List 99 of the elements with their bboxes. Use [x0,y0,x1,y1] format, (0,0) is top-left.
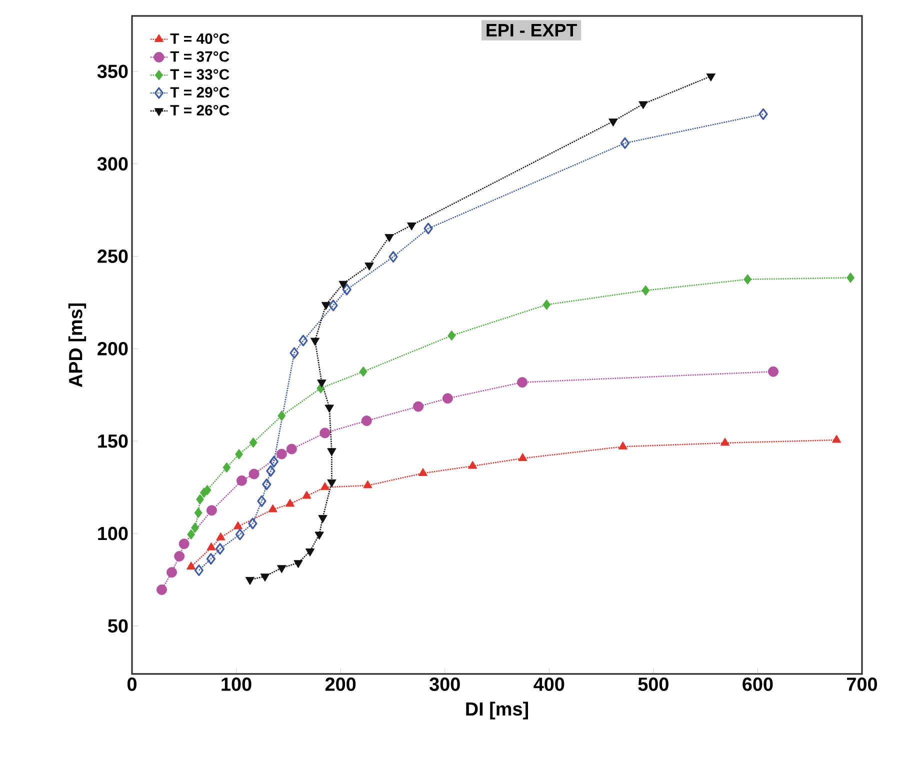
point [424,222,433,234]
point [269,456,278,468]
x-tick-label: 500 [638,678,668,691]
point [413,401,424,412]
legend-label: T = 33°C [170,69,230,80]
x-tick-label: 600 [742,678,773,691]
point [328,300,338,312]
point [203,484,212,496]
point [327,479,336,488]
x-tick-label: 400 [534,678,564,691]
point [187,529,196,540]
point [642,285,650,296]
point [235,448,244,460]
point [286,444,297,454]
legend-label: T = 29°C [170,87,230,98]
point [342,284,352,296]
point [276,448,287,460]
x-tick-label: 100 [222,678,252,691]
point [442,393,453,404]
point [768,366,779,377]
point [364,262,374,271]
point [620,137,630,149]
point [194,508,202,518]
point [468,460,478,469]
point [266,465,276,477]
point [608,118,618,127]
point [166,567,177,578]
point [516,377,528,388]
point [268,504,278,512]
point [206,542,216,550]
legend-label: T = 40°C [170,33,230,44]
x-axis-title: DI [ms] [466,702,528,720]
y-tick-label: 250 [98,250,128,263]
point [317,380,326,388]
point [418,468,428,476]
point [215,543,225,555]
point [542,299,551,310]
y-tick-label: 50 [108,619,128,633]
point [518,453,528,462]
point [190,522,199,534]
point [338,280,348,289]
point [720,438,730,446]
x-tick-label: 200 [325,678,356,691]
point [178,538,190,550]
point [156,584,167,595]
point [706,73,716,82]
point [236,475,247,486]
point [248,468,260,480]
y-tick-label: 150 [98,434,128,448]
y-tick-label: 300 [97,157,128,171]
point [262,478,272,490]
point [407,222,416,230]
x-tick-label: 300 [430,678,460,691]
point [384,234,394,242]
point [388,251,398,263]
point [257,495,266,507]
y-tick-label: 200 [98,342,128,356]
point [222,462,231,473]
point [206,505,217,516]
point [285,498,295,507]
point [196,494,204,505]
x-tick-label: 0 [127,678,136,691]
point [310,338,320,346]
legend-label: T = 37°C [170,51,230,62]
y-tick-label: 350 [97,64,128,78]
point [320,428,330,438]
point [359,366,368,377]
point [298,334,308,346]
point [638,101,648,110]
point [361,416,372,426]
point [194,564,204,576]
legend-label: T = 26°C [170,104,230,116]
x-tick-label: 700 [847,678,878,691]
point [846,272,855,283]
point [324,404,334,413]
point [744,274,752,285]
point [216,532,226,540]
point [363,480,372,488]
point [278,410,286,422]
point [832,434,842,443]
point [320,482,330,490]
point [302,490,312,499]
point [186,562,196,570]
point [233,521,243,530]
point [235,528,244,540]
chart-title: EPI - EXPT [486,24,577,36]
point [290,347,299,359]
point [448,330,456,341]
point [206,553,216,565]
point [321,302,331,310]
point [618,441,628,450]
point [245,576,255,585]
point [758,108,768,120]
point [174,550,185,562]
point [249,437,258,448]
point [327,448,336,456]
point [248,518,258,530]
y-tick-label: 100 [98,526,128,540]
y-axis-title: APD [ms] [68,303,86,388]
